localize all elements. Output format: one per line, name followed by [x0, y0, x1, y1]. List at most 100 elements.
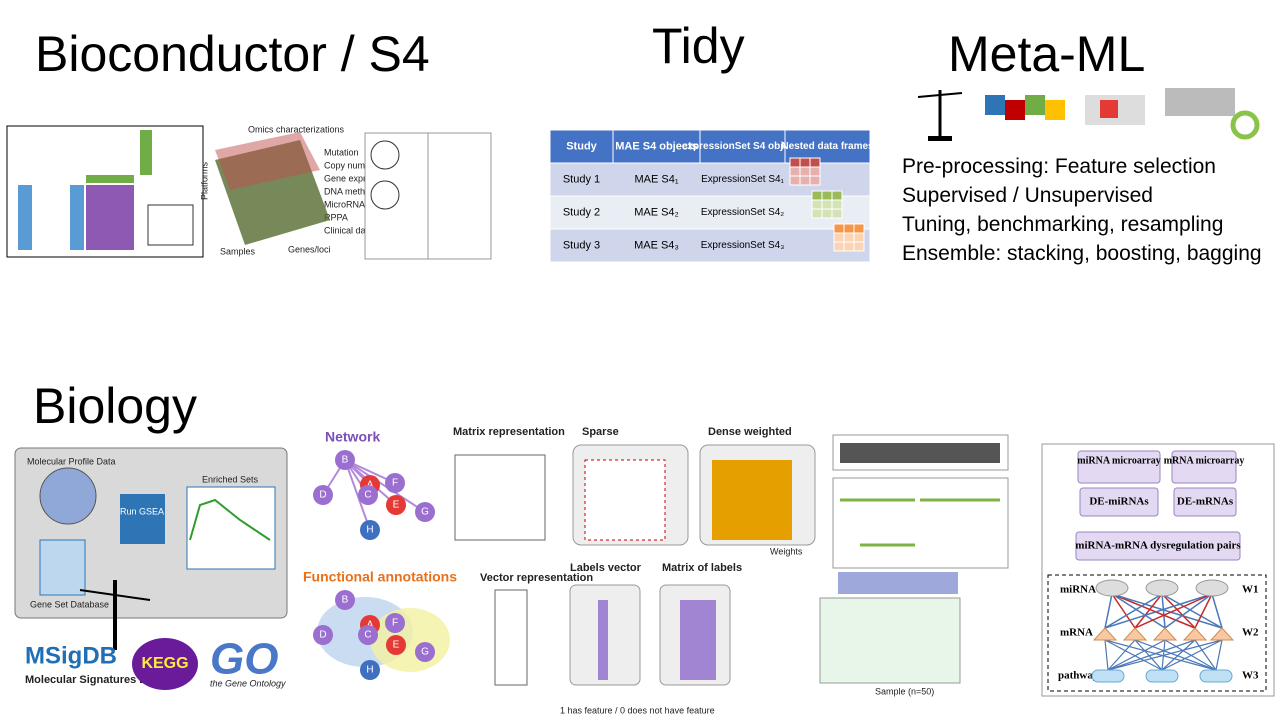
mrna-node — [1092, 627, 1118, 641]
figure-label: Vector representation — [480, 572, 593, 584]
network-node — [335, 590, 355, 610]
network-node — [385, 613, 405, 633]
table-cell: ExpressionSet S4₂ — [701, 207, 784, 218]
figure-label: Matrix of labels — [662, 562, 742, 574]
diagram-edge — [1161, 593, 1166, 629]
diagram-edge — [1104, 639, 1163, 671]
network-node — [415, 502, 435, 522]
figure-label: Dense weighted — [708, 426, 792, 438]
figure-label: Sample (n=50) — [875, 686, 934, 696]
nested-frame-cell — [853, 232, 865, 243]
table-cell: Study 1 — [563, 173, 600, 185]
nested-frame-cell — [843, 241, 855, 252]
diagram-edge — [1107, 639, 1136, 671]
nested-frame-cell — [833, 223, 845, 234]
diagram-edge — [1107, 639, 1196, 671]
figure-label: Omics characterizations — [248, 124, 345, 134]
node-label: D — [319, 630, 326, 641]
mrna-node — [1209, 627, 1235, 641]
node-label: C — [364, 490, 371, 501]
diagram-edge — [1194, 593, 1213, 629]
diagram-label: DE-miRNAs — [1089, 496, 1149, 508]
node-label: E — [393, 500, 400, 511]
diagram-edge — [1161, 593, 1223, 629]
figure-label: Weights — [770, 546, 803, 556]
figure-label: Clinical data — [324, 225, 373, 235]
logo: MSigDB — [25, 642, 117, 669]
diagram-label: W3 — [1242, 670, 1259, 682]
diagram-edge — [1134, 593, 1213, 629]
nested-frame-cell — [811, 208, 823, 219]
diagram-edge — [1161, 639, 1196, 671]
diagram-edge — [1134, 639, 1163, 671]
logos: MSigDB Molecular Signatures Database KEG… — [25, 635, 286, 690]
diagram-edge — [1104, 639, 1109, 671]
network-node — [415, 642, 435, 662]
diagram-edge — [1161, 593, 1196, 629]
table-header-text: Nested data frames — [781, 141, 874, 152]
diagram-label: W2 — [1242, 627, 1259, 639]
nested-frame-cell — [821, 199, 833, 210]
diagram-edge — [1194, 639, 1217, 671]
list-item: Pre-processing: Feature selection — [902, 155, 1216, 178]
nested-frame-cell — [833, 241, 845, 252]
node-label: B — [342, 595, 349, 606]
diagram-node — [1079, 487, 1159, 517]
network-node — [385, 473, 405, 493]
table-cell: Study 2 — [563, 206, 600, 218]
nested-frame-cell — [843, 232, 855, 243]
diagram-edge — [1164, 639, 1217, 671]
section-title: Bioconductor / S4 — [35, 26, 430, 82]
figure-label: MicroRNA — [324, 199, 365, 209]
nested-frame-cell — [833, 232, 845, 243]
figure-label: 1 has feature / 0 does not have feature — [560, 705, 715, 715]
logo: GO — [210, 635, 278, 684]
figure-label: Sparse — [582, 426, 619, 438]
diagram-label: mRNA microarray — [1164, 455, 1245, 466]
diagram-label: mRNA — [1060, 627, 1093, 639]
figure-label: Copy number — [324, 160, 378, 170]
nested-frame-cell — [821, 190, 833, 201]
nested-frame-cell — [853, 241, 865, 252]
figure-label: Platforms — [199, 161, 209, 200]
figure-label: Gene expression — [324, 173, 392, 183]
diagram-edge — [1111, 593, 1136, 629]
diagram-label: miRNA — [1060, 584, 1096, 596]
mirna-node — [1145, 579, 1179, 597]
summarized-experiment-figure — [6, 125, 204, 258]
section-title: Meta-ML — [948, 26, 1145, 82]
diagram-edge — [1111, 593, 1196, 629]
list-item: Ensemble: stacking, boosting, bagging — [902, 242, 1262, 265]
figure-label: DNA methylation — [324, 186, 391, 196]
network-edge — [344, 459, 371, 531]
nested-frame-cell — [809, 166, 821, 177]
table-cell: ExpressionSet S4₁ — [701, 174, 784, 185]
mrna-node — [1182, 627, 1208, 641]
diagram-edge — [1111, 593, 1166, 629]
nested-frame-cell — [831, 199, 843, 210]
network-node — [386, 495, 406, 515]
table-header-text: Study — [566, 140, 597, 152]
node-label: G — [421, 647, 429, 658]
table-cell: ExpressionSet S4₃ — [701, 240, 785, 251]
network-edge — [344, 459, 426, 513]
nested-frame-cell — [809, 175, 821, 186]
node-label: H — [366, 525, 373, 536]
node-label: B — [342, 455, 349, 466]
diagram-edge — [1134, 639, 1217, 671]
diagram-edge — [1161, 639, 1223, 671]
table-header-text: MAE S4 objects — [615, 140, 698, 152]
nested-frame-cell — [799, 175, 811, 186]
mirna-node — [1195, 579, 1229, 597]
figure-label: Genes/loci — [288, 244, 331, 254]
table-cell: Study 3 — [563, 239, 600, 251]
pathway-node — [1091, 669, 1125, 683]
diagram-edge — [1104, 593, 1163, 629]
node-label: H — [366, 665, 373, 676]
mirna-node — [1095, 579, 1129, 597]
nested-frame-cell — [811, 190, 823, 201]
node-label: A — [367, 620, 374, 631]
network-node — [313, 485, 333, 505]
logo: KEGG — [141, 655, 188, 672]
